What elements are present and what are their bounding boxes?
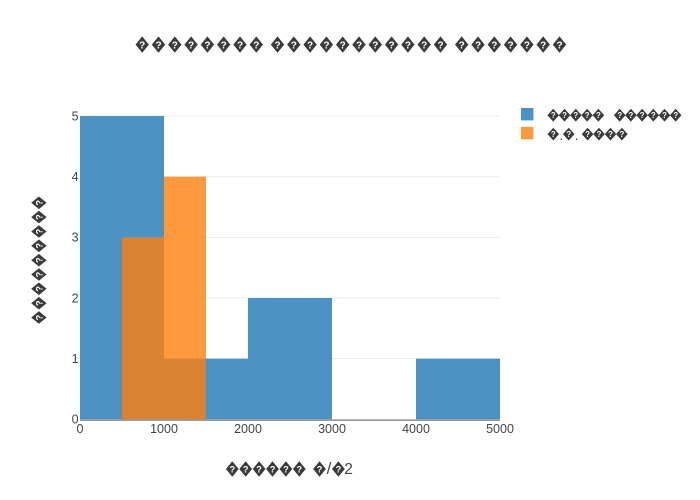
svg-text:3000: 3000 xyxy=(318,422,346,436)
svg-text:?: ? xyxy=(372,40,378,51)
svg-text:?: ? xyxy=(34,214,44,220)
svg-text:?: ? xyxy=(556,40,562,51)
svg-text:?: ? xyxy=(307,40,313,51)
svg-text:?: ? xyxy=(188,40,194,51)
svg-text:2000: 2000 xyxy=(234,422,262,436)
svg-text:?: ? xyxy=(340,40,346,51)
svg-text:?: ? xyxy=(562,111,567,120)
svg-text:?: ? xyxy=(389,40,395,51)
svg-text:?: ? xyxy=(491,40,497,51)
svg-text:5: 5 xyxy=(72,109,79,123)
svg-text:?: ? xyxy=(566,130,571,139)
svg-text:?: ? xyxy=(296,464,302,474)
svg-text:?: ? xyxy=(139,40,145,51)
svg-text:?: ? xyxy=(336,464,342,474)
svg-text:?: ? xyxy=(34,271,44,277)
svg-text:?: ? xyxy=(620,130,625,139)
svg-text:?: ? xyxy=(229,464,235,474)
svg-text:?: ? xyxy=(651,111,656,120)
svg-text:?: ? xyxy=(597,130,602,139)
svg-text:?: ? xyxy=(34,300,44,306)
svg-text:0: 0 xyxy=(77,422,84,436)
svg-text:?: ? xyxy=(524,40,530,51)
svg-text:1: 1 xyxy=(72,352,79,366)
svg-text:2: 2 xyxy=(344,461,353,478)
svg-text:?: ? xyxy=(585,111,590,120)
svg-text:?: ? xyxy=(551,130,556,139)
svg-text:?: ? xyxy=(256,464,262,474)
svg-text:?: ? xyxy=(270,464,276,474)
svg-text:4000: 4000 xyxy=(402,422,430,436)
svg-text:?: ? xyxy=(596,111,601,120)
svg-text:?: ? xyxy=(437,40,443,51)
svg-text:?: ? xyxy=(274,40,280,51)
svg-text:?: ? xyxy=(283,464,289,474)
svg-text:?: ? xyxy=(34,243,44,249)
svg-text:1000: 1000 xyxy=(150,422,178,436)
svg-text:?: ? xyxy=(34,228,44,234)
svg-text:?: ? xyxy=(421,40,427,51)
svg-text:?: ? xyxy=(34,200,44,206)
svg-text:?: ? xyxy=(608,130,613,139)
svg-text:?: ? xyxy=(573,111,578,120)
svg-text:?: ? xyxy=(508,40,514,51)
svg-text:?: ? xyxy=(551,111,556,120)
svg-text:?: ? xyxy=(34,257,44,263)
svg-text:?: ? xyxy=(662,111,667,120)
svg-text:?: ? xyxy=(585,130,590,139)
svg-text:?: ? xyxy=(640,111,645,120)
svg-text:?: ? xyxy=(317,464,323,474)
svg-text:?: ? xyxy=(459,40,465,51)
svg-text:?: ? xyxy=(323,40,329,51)
svg-text:?: ? xyxy=(237,40,243,51)
svg-text:?: ? xyxy=(405,40,411,51)
svg-text:?: ? xyxy=(617,111,622,120)
svg-text:?: ? xyxy=(243,464,249,474)
svg-text:?: ? xyxy=(34,314,44,320)
svg-text:.: . xyxy=(575,128,579,143)
svg-text:2: 2 xyxy=(72,291,79,305)
svg-text:0: 0 xyxy=(72,413,79,427)
svg-text:?: ? xyxy=(291,40,297,51)
svg-text:?: ? xyxy=(356,40,362,51)
svg-text:?: ? xyxy=(172,40,178,51)
svg-text:?: ? xyxy=(155,40,161,51)
svg-text:3: 3 xyxy=(72,231,79,245)
svg-text:?: ? xyxy=(673,111,678,120)
svg-text:?: ? xyxy=(629,111,634,120)
svg-text:?: ? xyxy=(34,286,44,292)
svg-text:?: ? xyxy=(540,40,546,51)
svg-text:5000: 5000 xyxy=(486,422,514,436)
svg-text:?: ? xyxy=(253,40,259,51)
svg-text:4: 4 xyxy=(72,170,79,184)
svg-text:?: ? xyxy=(221,40,227,51)
svg-text:.: . xyxy=(559,128,563,143)
svg-text:?: ? xyxy=(475,40,481,51)
svg-text:?: ? xyxy=(204,40,210,51)
svg-text:/: / xyxy=(327,459,332,478)
